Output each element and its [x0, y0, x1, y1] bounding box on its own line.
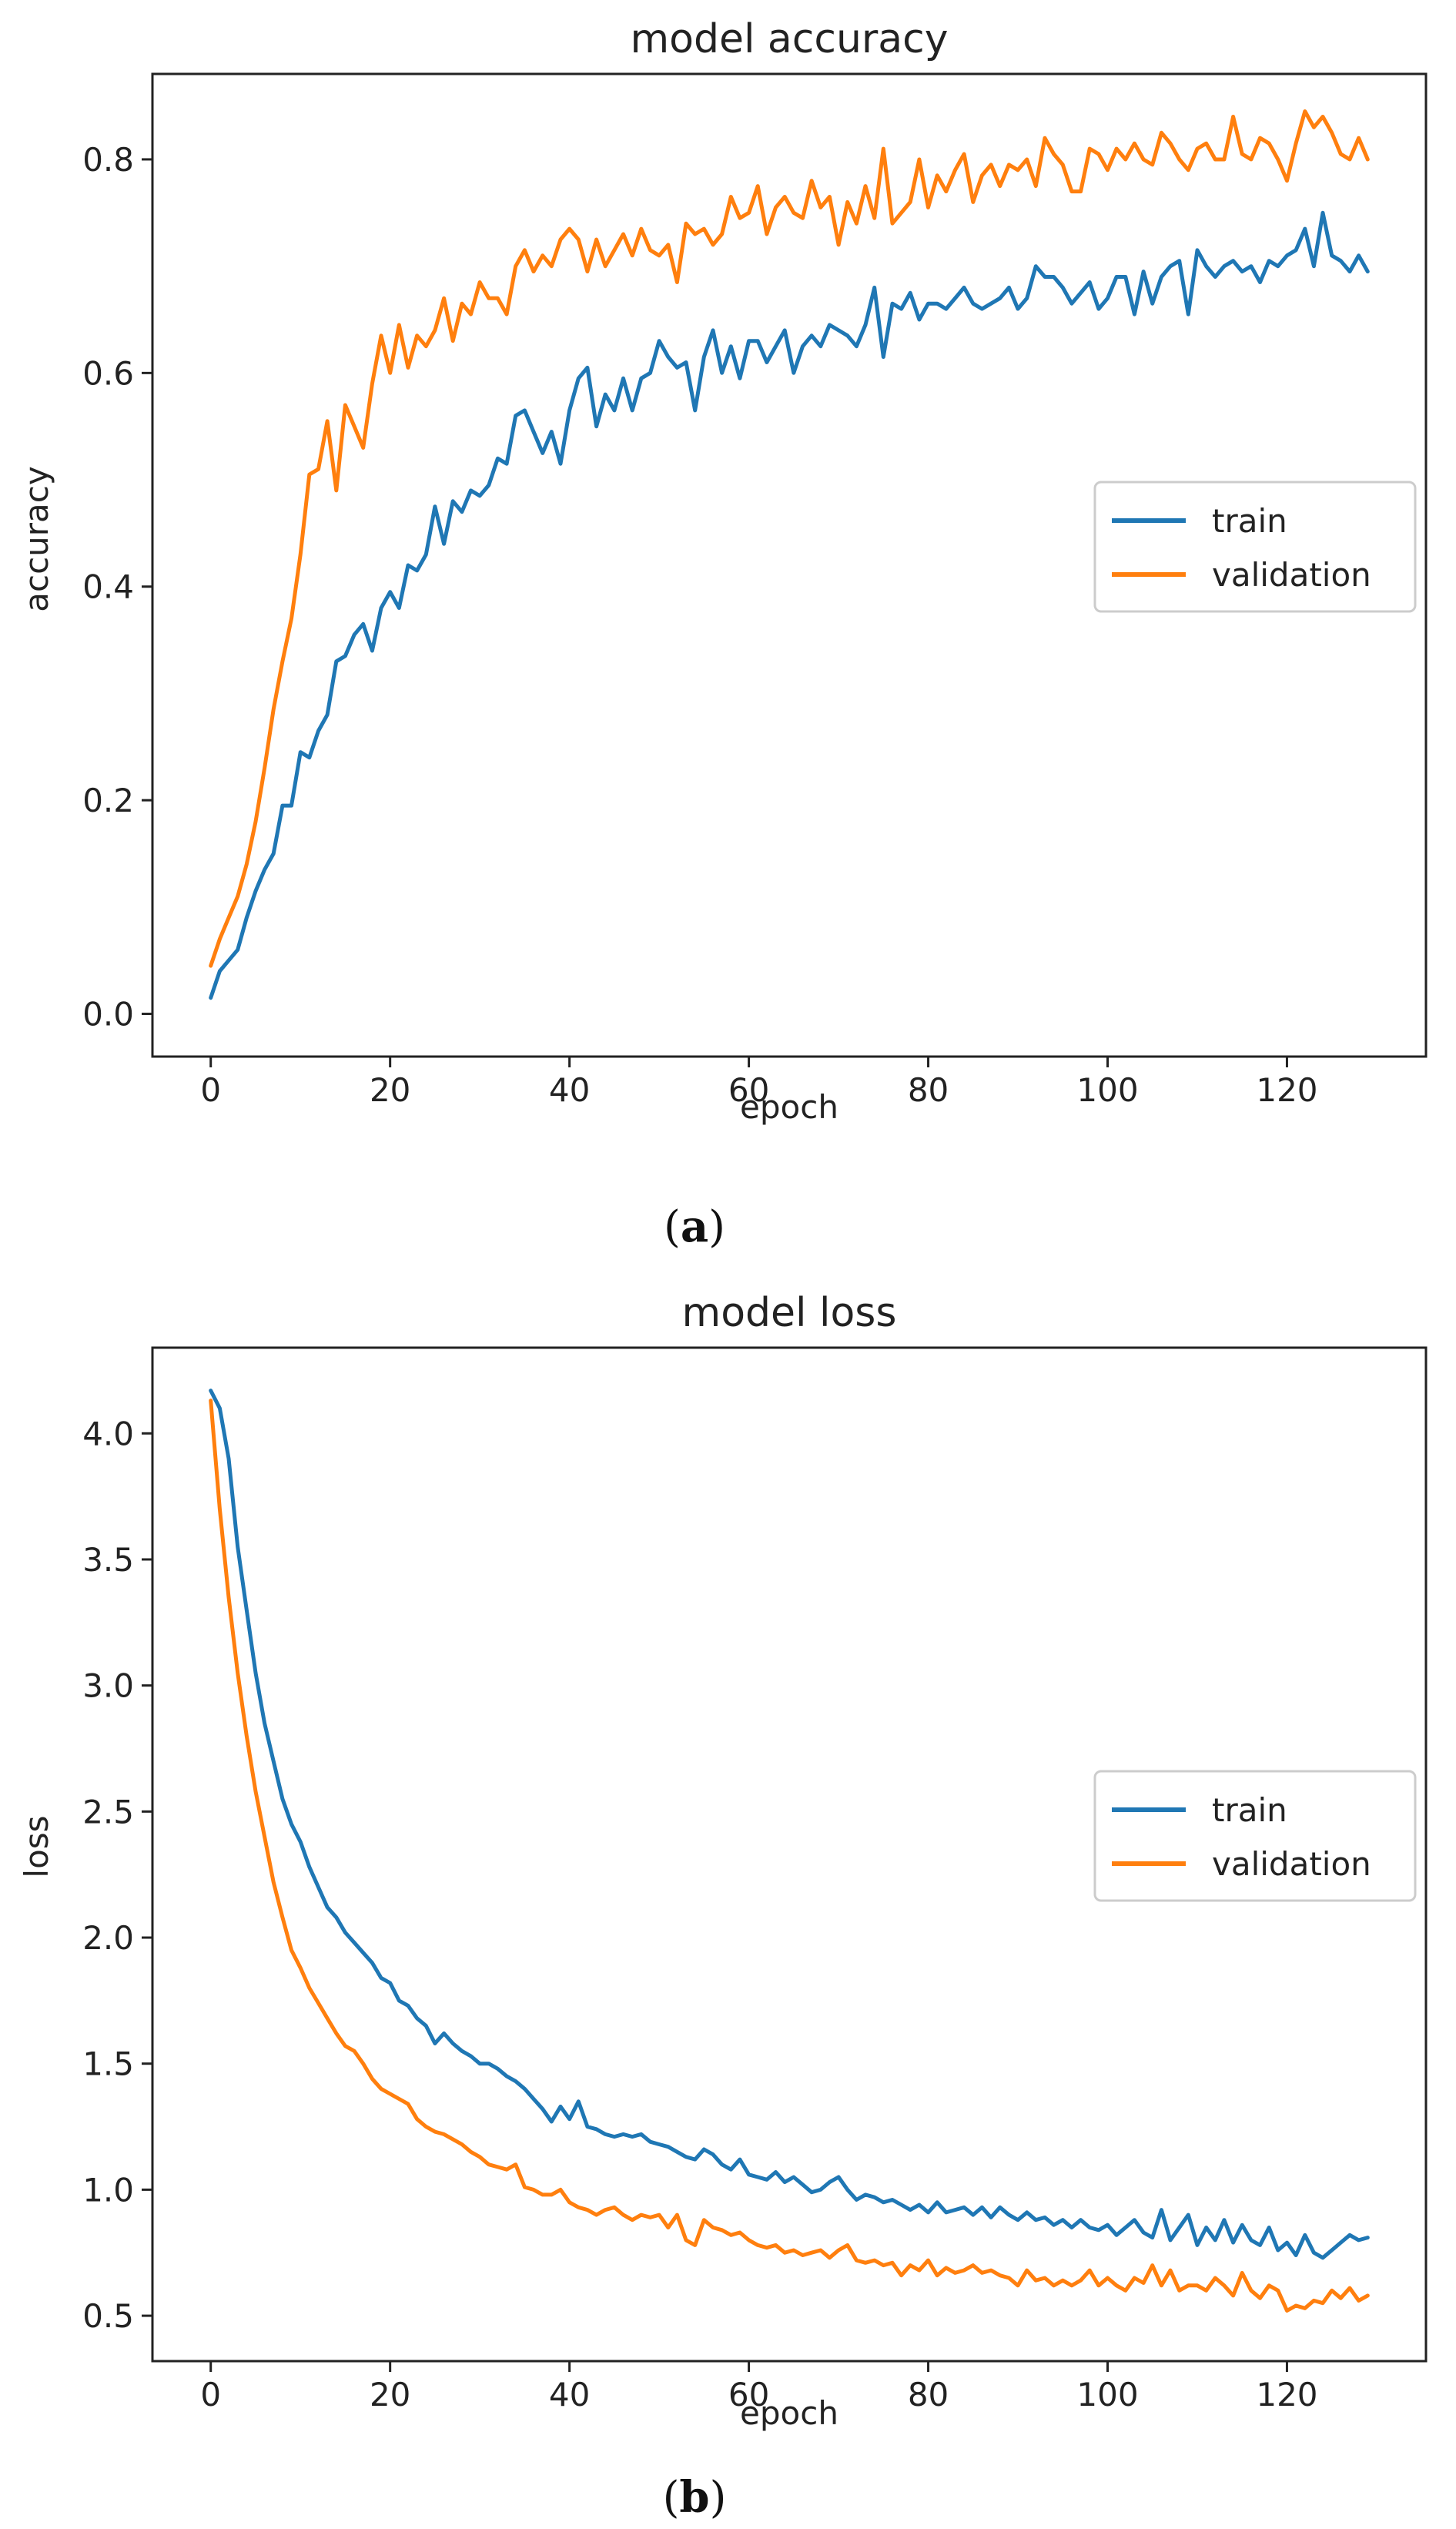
loss-caption-open: ( [663, 2473, 680, 2523]
loss-legend: train validation [1095, 1771, 1415, 1901]
accuracy-x-tick-label: 20 [370, 1071, 410, 1109]
loss-x-tick-label: 20 [370, 2376, 410, 2413]
accuracy-legend-validation-label: validation [1212, 556, 1371, 594]
loss-caption-letter: b [679, 2472, 709, 2523]
loss-y-tick-label: 3.5 [82, 1541, 134, 1579]
loss-chart-title: model loss [682, 1290, 897, 1336]
loss-panel: model loss 0 20 40 60 80 100 1200.51.01.52.02.… [18, 1290, 1426, 2523]
accuracy-y-tick-label: 0.8 [82, 141, 134, 179]
accuracy-x-tick-label: 100 [1076, 1071, 1138, 1109]
loss-caption-close: ) [710, 2473, 727, 2523]
loss-x-tick-label: 80 [908, 2376, 949, 2413]
loss-x-tick-label: 0 [200, 2376, 221, 2413]
accuracy-caption-letter: a [681, 1201, 708, 1252]
accuracy-caption-open: ( [664, 1202, 681, 1252]
loss-y-tick-label: 4.0 [82, 1415, 134, 1452]
accuracy-panel: model accuracy 0 20 40 60 80 100 1200.00.20.40… [18, 16, 1426, 1252]
accuracy-x-tick-label: 80 [908, 1071, 949, 1109]
figure: model accuracy 0 20 40 60 80 100 1200.00.20.40… [0, 0, 1456, 2529]
accuracy-panel-caption: (a) [664, 1201, 725, 1252]
loss-y-tick-label: 3.0 [82, 1667, 134, 1705]
loss-x-tick-label: 40 [549, 2376, 590, 2413]
accuracy-x-tick-label: 0 [200, 1071, 221, 1109]
loss-panel-caption: (b) [663, 2472, 727, 2523]
loss-y-tick-label: 1.5 [82, 2045, 134, 2083]
accuracy-y-tick-label: 0.2 [82, 782, 134, 819]
accuracy-x-tick-label: 120 [1256, 1071, 1317, 1109]
accuracy-y-tick-label: 0.0 [82, 996, 134, 1033]
loss-y-tick-label: 1.0 [82, 2171, 134, 2209]
loss-y-tick-label: 0.5 [82, 2297, 134, 2335]
loss-legend-train-label: train [1212, 1791, 1287, 1829]
loss-y-tick-label: 2.0 [82, 1919, 134, 1957]
accuracy-legend-train-label: train [1212, 502, 1287, 540]
loss-y-tick-label: 2.5 [82, 1793, 134, 1831]
accuracy-y-tick-label: 0.6 [82, 354, 134, 392]
loss-x-tick-label: 120 [1256, 2376, 1317, 2413]
accuracy-y-axis-label: accuracy [18, 466, 55, 612]
loss-x-tick-label: 100 [1076, 2376, 1138, 2413]
loss-y-axis-label: loss [18, 1815, 55, 1877]
accuracy-chart-title: model accuracy [630, 16, 948, 62]
loss-legend-validation-label: validation [1212, 1845, 1371, 1883]
accuracy-x-tick-label: 40 [549, 1071, 590, 1109]
loss-x-axis-label: epoch [740, 2394, 838, 2432]
accuracy-caption-close: ) [708, 1202, 725, 1252]
accuracy-legend: train validation [1095, 482, 1415, 611]
accuracy-x-axis-label: epoch [740, 1088, 838, 1126]
accuracy-y-tick-label: 0.4 [82, 568, 134, 606]
